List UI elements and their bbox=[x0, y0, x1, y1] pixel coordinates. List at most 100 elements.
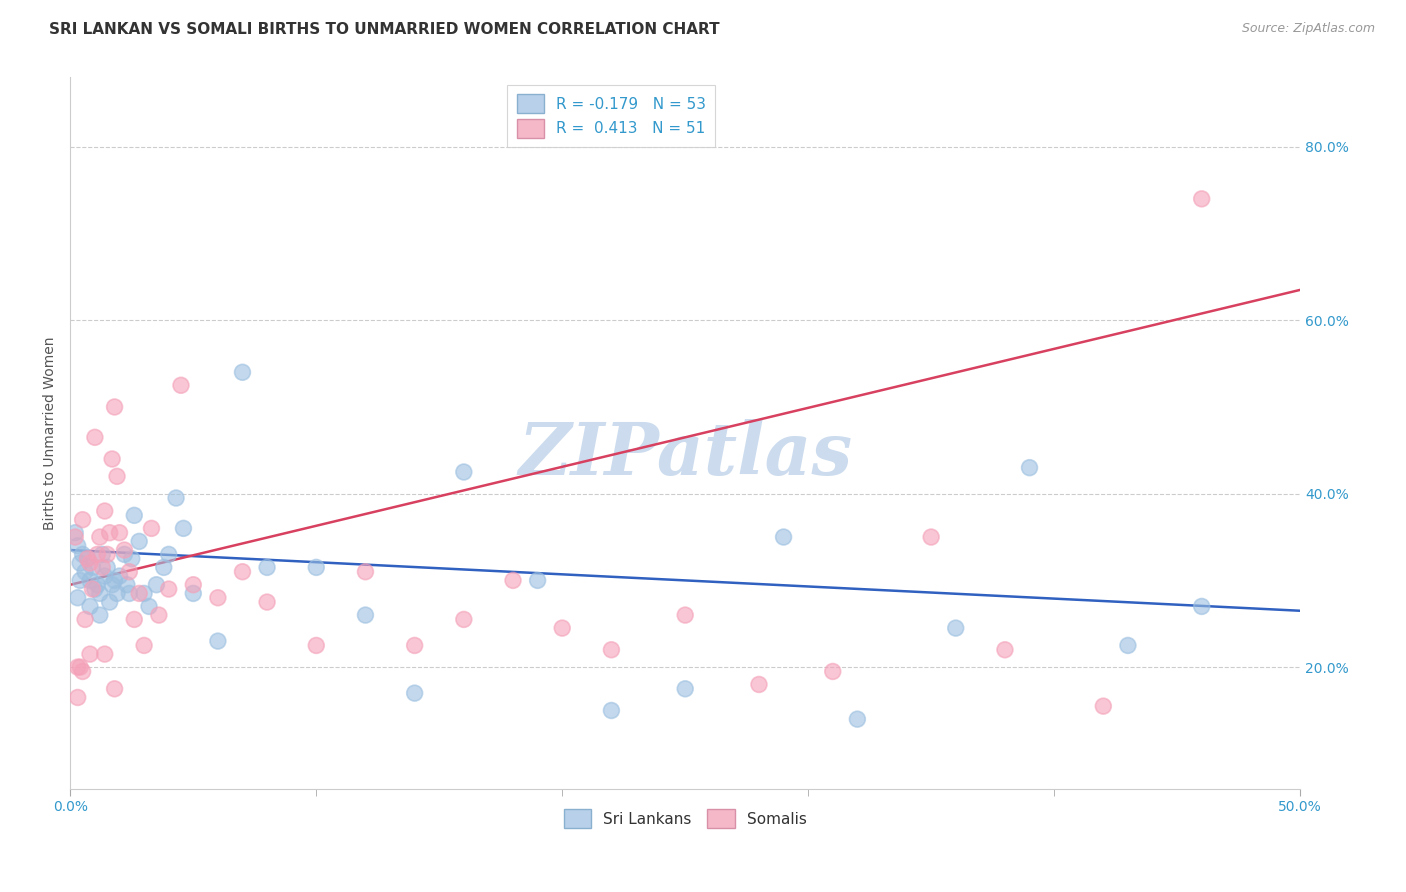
Point bbox=[103, 681, 125, 696]
Point bbox=[75, 565, 97, 579]
Point bbox=[526, 574, 548, 588]
Point bbox=[181, 586, 204, 600]
Point bbox=[1116, 639, 1139, 653]
Point bbox=[748, 677, 770, 691]
Point bbox=[115, 578, 138, 592]
Point bbox=[551, 621, 574, 635]
Point bbox=[69, 574, 91, 588]
Point bbox=[69, 556, 91, 570]
Point bbox=[86, 548, 108, 562]
Point bbox=[98, 595, 121, 609]
Point bbox=[89, 530, 111, 544]
Point bbox=[84, 582, 107, 596]
Point bbox=[118, 565, 141, 579]
Point bbox=[101, 578, 124, 592]
Point bbox=[1191, 192, 1213, 206]
Point bbox=[96, 548, 118, 562]
Point bbox=[76, 551, 98, 566]
Point bbox=[600, 704, 623, 718]
Point bbox=[76, 551, 98, 566]
Text: SRI LANKAN VS SOMALI BIRTHS TO UNMARRIED WOMEN CORRELATION CHART: SRI LANKAN VS SOMALI BIRTHS TO UNMARRIED… bbox=[49, 22, 720, 37]
Point bbox=[66, 690, 89, 705]
Point bbox=[157, 582, 180, 596]
Text: Source: ZipAtlas.com: Source: ZipAtlas.com bbox=[1241, 22, 1375, 36]
Point bbox=[91, 548, 114, 562]
Point bbox=[96, 560, 118, 574]
Point bbox=[157, 548, 180, 562]
Point bbox=[673, 608, 696, 623]
Point bbox=[354, 565, 377, 579]
Point bbox=[69, 660, 91, 674]
Point bbox=[994, 642, 1017, 657]
Point bbox=[82, 560, 104, 574]
Point bbox=[305, 560, 328, 574]
Point bbox=[79, 556, 101, 570]
Point bbox=[181, 578, 204, 592]
Point bbox=[72, 665, 94, 679]
Point bbox=[112, 548, 135, 562]
Point bbox=[256, 560, 278, 574]
Point bbox=[89, 586, 111, 600]
Point bbox=[165, 491, 187, 505]
Point bbox=[305, 639, 328, 653]
Point bbox=[207, 591, 229, 605]
Point bbox=[91, 560, 114, 574]
Point bbox=[84, 430, 107, 444]
Point bbox=[75, 612, 97, 626]
Point bbox=[98, 525, 121, 540]
Point bbox=[94, 647, 117, 661]
Point bbox=[145, 578, 167, 592]
Point bbox=[79, 647, 101, 661]
Point bbox=[453, 612, 475, 626]
Point bbox=[821, 665, 844, 679]
Point bbox=[105, 469, 128, 483]
Text: ZIPatlas: ZIPatlas bbox=[519, 419, 852, 490]
Point bbox=[170, 378, 193, 392]
Point bbox=[231, 365, 253, 379]
Point bbox=[72, 548, 94, 562]
Point bbox=[673, 681, 696, 696]
Point bbox=[172, 521, 194, 535]
Point bbox=[128, 534, 150, 549]
Point bbox=[79, 599, 101, 614]
Point bbox=[132, 586, 155, 600]
Legend: Sri Lankans, Somalis: Sri Lankans, Somalis bbox=[558, 804, 813, 834]
Point bbox=[1092, 699, 1115, 714]
Point bbox=[66, 591, 89, 605]
Point bbox=[122, 612, 145, 626]
Point bbox=[1018, 460, 1040, 475]
Point bbox=[502, 574, 524, 588]
Point bbox=[600, 642, 623, 657]
Point bbox=[65, 530, 87, 544]
Point bbox=[103, 574, 125, 588]
Point bbox=[122, 508, 145, 523]
Point bbox=[148, 608, 170, 623]
Point bbox=[112, 543, 135, 558]
Point bbox=[118, 586, 141, 600]
Point bbox=[1191, 599, 1213, 614]
Point bbox=[846, 712, 869, 726]
Point bbox=[404, 686, 426, 700]
Point bbox=[66, 660, 89, 674]
Point bbox=[79, 574, 101, 588]
Point bbox=[86, 578, 108, 592]
Point bbox=[772, 530, 794, 544]
Point bbox=[141, 521, 163, 535]
Point bbox=[108, 525, 131, 540]
Point bbox=[945, 621, 967, 635]
Point bbox=[920, 530, 942, 544]
Point bbox=[94, 569, 117, 583]
Point bbox=[94, 504, 117, 518]
Point bbox=[152, 560, 174, 574]
Point bbox=[101, 452, 124, 467]
Point bbox=[256, 595, 278, 609]
Point bbox=[72, 513, 94, 527]
Point bbox=[128, 586, 150, 600]
Point bbox=[138, 599, 160, 614]
Point bbox=[65, 525, 87, 540]
Point bbox=[207, 634, 229, 648]
Point bbox=[354, 608, 377, 623]
Point bbox=[82, 582, 104, 596]
Point bbox=[66, 539, 89, 553]
Point bbox=[105, 586, 128, 600]
